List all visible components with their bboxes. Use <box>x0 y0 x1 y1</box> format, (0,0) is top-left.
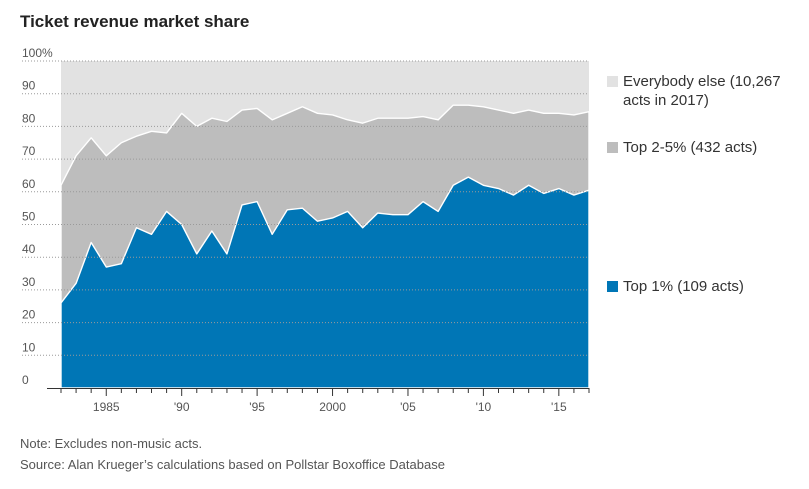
chart-note: Note: Excludes non-music acts. <box>20 436 203 451</box>
y-tick-label-20: 20 <box>22 308 36 322</box>
legend-label-everybody-else: Everybody else (10,267 acts in 2017) <box>623 73 781 109</box>
y-tick-label-40: 40 <box>22 242 36 256</box>
x-axis: 1985 '90 '95 2000 '05 '10 '15 <box>47 388 590 414</box>
legend-label-top-1: Top 1% (109 acts) <box>623 278 744 295</box>
y-tick-label-60: 60 <box>22 177 36 191</box>
y-tick-label-80: 80 <box>22 111 36 125</box>
y-tick-label-90: 90 <box>22 79 36 93</box>
legend-label-top-2-5: Top 2-5% (432 acts) <box>623 139 758 156</box>
x-tick-label-2000: 2000 <box>319 400 346 414</box>
y-tick-label-70: 70 <box>22 144 36 158</box>
legend-swatch-top-2-5 <box>607 142 618 153</box>
x-tick-label-2010: '10 <box>476 400 492 414</box>
chart-source: Source: Alan Krueger’s calculations base… <box>20 457 445 472</box>
legend-swatch-top-1 <box>607 281 618 292</box>
y-axis-ticks: 0 10 20 30 40 50 60 70 80 90 100% <box>22 46 53 387</box>
y-tick-label-30: 30 <box>22 275 36 289</box>
chart-title: Ticket revenue market share <box>20 12 250 31</box>
x-tick-label-2005: '05 <box>400 400 416 414</box>
x-tick-label-1990: '90 <box>174 400 190 414</box>
y-tick-label-100: 100% <box>22 46 53 60</box>
y-tick-label-10: 10 <box>22 340 36 354</box>
y-tick-label-0: 0 <box>22 373 29 387</box>
x-tick-label-1995: '95 <box>249 400 265 414</box>
x-tick-label-2015: '15 <box>551 400 567 414</box>
y-tick-label-50: 50 <box>22 210 36 224</box>
area-top-1 <box>60 176 590 389</box>
legend-swatch-everybody-else <box>607 76 618 87</box>
x-tick-label-1985: 1985 <box>93 400 120 414</box>
